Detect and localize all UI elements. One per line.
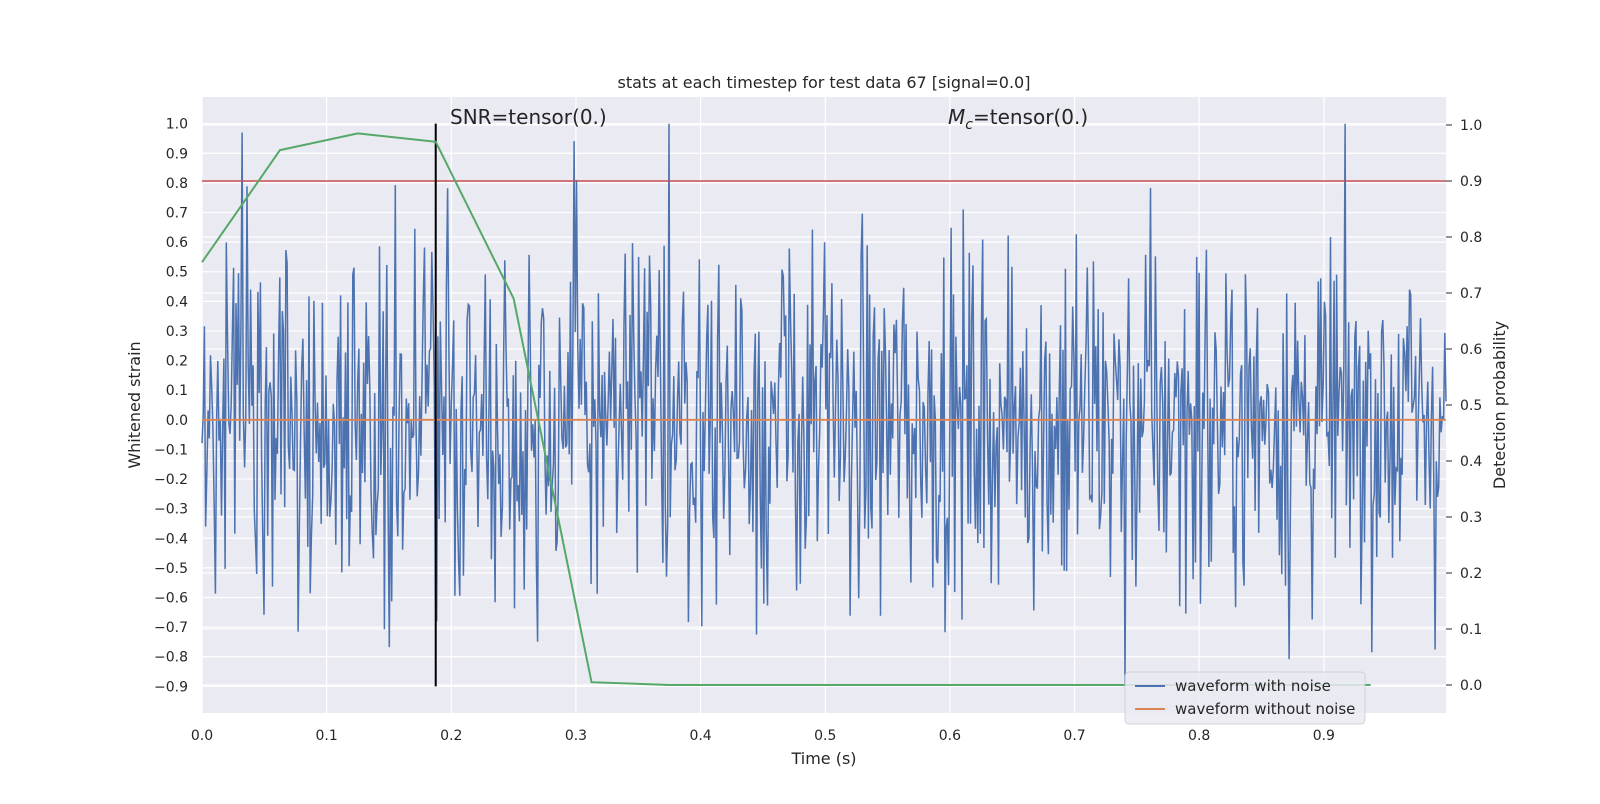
x-tick-label: 0.7 — [1063, 728, 1085, 744]
x-tick-label: 0.1 — [316, 728, 338, 744]
y-right-tick-label: 0.0 — [1460, 678, 1482, 694]
y-left-tick-label: 1.0 — [166, 117, 188, 133]
x-tick-label: 0.9 — [1313, 728, 1335, 744]
y-left-tick-label: −0.4 — [154, 531, 188, 547]
legend: waveform with noise waveform without noi… — [1125, 672, 1365, 724]
chart-title: stats at each timestep for test data 67 … — [618, 73, 1031, 92]
y-left-tick-label: −0.9 — [154, 679, 188, 695]
y-left-ticks: 1.0 0.9 0.8 0.7 0.6 0.5 0.4 0.3 0.2 0.1 0.0 −0.1 −0.… — [154, 117, 188, 696]
x-tick-label: 0.4 — [689, 728, 711, 744]
y-right-tick-label: 0.7 — [1460, 286, 1482, 302]
mc-symbol: M — [948, 105, 965, 129]
y-right-ticks: 1.0 0.9 0.8 0.7 0.6 0.5 0.4 0.3 0.2 0.1 0.0 — [1446, 118, 1482, 694]
y-right-tick-label: 0.5 — [1460, 398, 1482, 414]
y-left-tick-label: 0.9 — [166, 146, 188, 162]
legend-label-noisy: waveform with noise — [1175, 677, 1331, 695]
y-left-tick-label: 0.6 — [166, 235, 188, 251]
y-left-tick-label: −0.3 — [154, 502, 188, 518]
y-right-tick-label: 0.9 — [1460, 174, 1482, 190]
x-tick-label: 0.2 — [440, 728, 462, 744]
y-left-tick-label: 0.4 — [166, 294, 188, 310]
mc-value: =tensor(0.) — [973, 105, 1088, 129]
y-left-tick-label: −0.7 — [154, 620, 188, 636]
y-left-tick-label: 0.1 — [166, 383, 188, 399]
y-right-tick-label: 0.3 — [1460, 510, 1482, 526]
y-left-tick-label: −0.6 — [154, 591, 188, 607]
y-left-tick-label: 0.7 — [166, 206, 188, 222]
y-left-tick-label: −0.2 — [154, 472, 188, 488]
y-right-tick-label: 0.4 — [1460, 454, 1482, 470]
y-right-tick-label: 0.2 — [1460, 566, 1482, 582]
y-left-tick-label: 0.3 — [166, 324, 188, 340]
y-left-tick-label: −0.5 — [154, 561, 188, 577]
y-left-tick-label: 0.8 — [166, 176, 188, 192]
x-axis-label: Time (s) — [790, 749, 856, 768]
x-tick-label: 0.3 — [565, 728, 587, 744]
x-ticks: 0.0 0.1 0.2 0.3 0.4 0.5 0.6 0.7 0.8 0.9 — [191, 728, 1335, 744]
y-right-tick-label: 0.1 — [1460, 622, 1482, 638]
y-left-tick-label: 0.5 — [166, 265, 188, 281]
y-right-tick-label: 0.8 — [1460, 230, 1482, 246]
x-tick-label: 0.6 — [939, 728, 961, 744]
legend-label-clean: waveform without noise — [1175, 700, 1355, 718]
y-left-tick-label: 0.0 — [166, 413, 188, 429]
x-tick-label: 0.8 — [1188, 728, 1210, 744]
y-right-tick-label: 1.0 — [1460, 118, 1482, 134]
y-left-tick-label: −0.1 — [154, 442, 188, 458]
snr-annotation: SNR=tensor(0.) — [450, 105, 607, 129]
x-tick-label: 0.5 — [814, 728, 836, 744]
y-left-tick-label: 0.2 — [166, 354, 188, 370]
x-tick-label: 0.0 — [191, 728, 213, 744]
y-left-axis-label: Whitened strain — [125, 341, 144, 468]
y-left-tick-label: −0.8 — [154, 650, 188, 666]
y-right-tick-label: 0.6 — [1460, 342, 1482, 358]
y-right-axis-label: Detection probability — [1490, 321, 1509, 489]
